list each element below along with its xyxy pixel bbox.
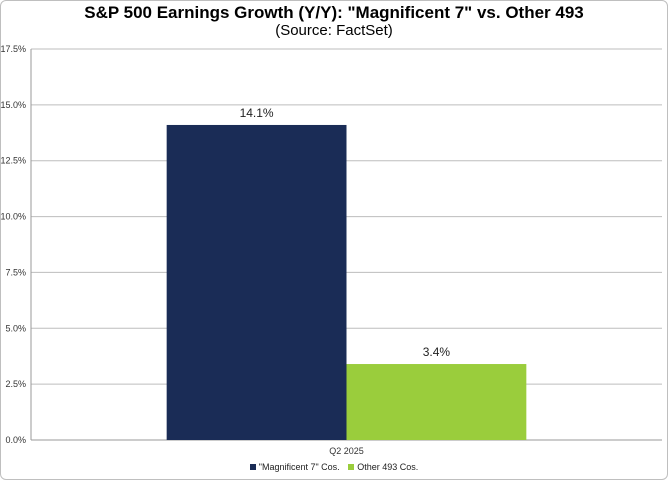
x-tick-label: Q2 2025 [329,446,364,456]
y-tick-label: 15.0% [0,100,26,110]
bars [166,124,527,441]
bar [346,364,527,440]
legend-swatch [249,464,256,470]
legend-item-other-493: Other 493 Cos. [348,462,418,472]
chart-subtitle: (Source: FactSet) [275,22,393,39]
y-tick-label: 2.5% [5,379,26,389]
legend-swatch [348,464,355,470]
labels: 14.1% 3.4% Q2 2025 [240,106,451,456]
legend-item-magnificent-7: "Magnificent 7" Cos. [249,462,340,472]
y-tick-label: 0.0% [5,435,26,445]
y-tick-label: 17.5% [0,44,26,54]
y-tick-label: 7.5% [5,267,26,277]
bar [166,124,347,441]
legend-label: "Magnificent 7" Cos. [258,462,340,472]
y-tick-label: 10.0% [0,212,26,222]
legend-label: Other 493 Cos. [357,462,419,472]
y-tick-label: 5.0% [5,323,26,333]
data-label: 3.4% [423,345,451,359]
data-label: 14.1% [240,106,274,120]
y-tick-label: 12.5% [0,156,26,166]
chart-title: S&P 500 Earnings Growth (Y/Y): "Magnific… [84,3,584,22]
chart-legend: "Magnificent 7" Cos. Other 493 Cos. [0,462,668,472]
